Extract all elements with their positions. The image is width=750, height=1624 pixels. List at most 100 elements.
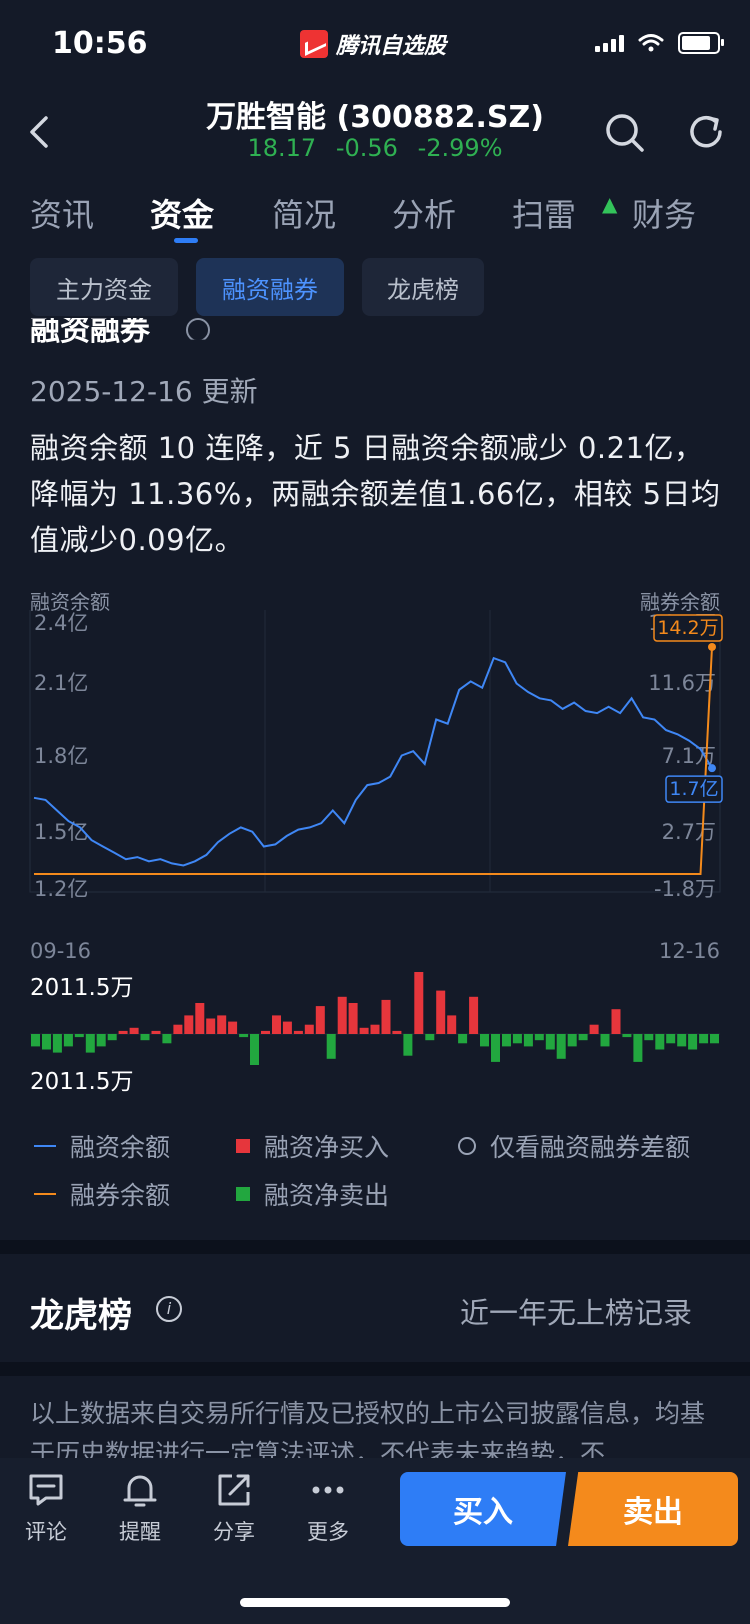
more-icon — [312, 1486, 344, 1494]
left-tick-label: 1.2亿 — [34, 877, 88, 901]
net-buy-bar — [359, 1027, 369, 1034]
status-icons — [595, 32, 724, 54]
left-tick-label: 2.1亿 — [34, 671, 88, 695]
right-axis-title: 融券余额 — [640, 590, 720, 614]
stock-title: 万胜智能 (300882.SZ) — [206, 100, 544, 135]
home-indicator — [240, 1598, 510, 1607]
net-sell-bar — [96, 1034, 106, 1047]
net-buy-bar — [293, 1030, 303, 1034]
series-line-margin-balance — [33, 656, 713, 867]
tab-funds[interactable]: 资金 — [150, 196, 215, 234]
net-buy-bar — [304, 1024, 314, 1034]
right-tick-label: 2.7万 — [662, 820, 716, 844]
dragon-tiger-status: 近一年无上榜记录 — [459, 1296, 692, 1330]
net-sell-bar — [677, 1034, 687, 1047]
x-tick-start: 09-16 — [30, 939, 91, 963]
x-tick-end: 12-16 — [659, 939, 720, 963]
subtab-dragon-tiger[interactable]: 龙虎榜 — [362, 258, 484, 316]
subtab-margin-trading[interactable]: 融资融券 — [196, 258, 344, 316]
margin-summary: 融资余额 10 连降，近 5 日融资余额减少 0.21亿，降幅为 11.36%，… — [30, 431, 721, 557]
legend-square-icon — [236, 1187, 250, 1201]
net-flow-top-label: 2011.5万 — [30, 975, 134, 1001]
info-icon[interactable] — [186, 318, 210, 340]
legend-diff-only-toggle[interactable]: 仅看融资融券差额 — [458, 1128, 690, 1164]
left-axis-title: 融资余额 — [30, 590, 110, 614]
net-sell-bar — [140, 1034, 150, 1041]
section-divider — [0, 1362, 750, 1376]
net-sell-bar — [480, 1034, 489, 1047]
legend-short-balance: 融券余额 — [34, 1176, 170, 1212]
alert-label: 提醒 — [119, 1520, 161, 1544]
net-sell-bar — [425, 1034, 435, 1041]
section-divider — [0, 1240, 750, 1254]
search-icon[interactable] — [602, 110, 646, 154]
more-button[interactable]: 更多 — [292, 1470, 364, 1546]
net-sell-bar — [567, 1034, 577, 1047]
net-sell-bar — [556, 1034, 566, 1059]
net-buy-bar — [611, 1009, 621, 1034]
status-time: 10:56 — [52, 26, 148, 61]
net-sell-bar — [326, 1034, 336, 1059]
net-sell-bar — [74, 1034, 84, 1038]
refresh-icon[interactable] — [684, 110, 728, 154]
chart-frame — [29, 610, 721, 893]
legend-label: 仅看融资融券差额 — [490, 1133, 691, 1162]
net-buy-bar — [447, 1015, 457, 1034]
sell-button[interactable]: 卖出 — [568, 1472, 738, 1546]
back-icon[interactable] — [20, 112, 60, 152]
net-buy-bar — [315, 1006, 325, 1034]
buy-button[interactable]: 买入 — [400, 1472, 566, 1546]
tab-risk-scan[interactable]: 扫雷 — [512, 196, 577, 234]
net-sell-bar — [42, 1034, 51, 1050]
net-buy-bar — [381, 999, 391, 1034]
net-sell-bar — [31, 1034, 40, 1047]
net-buy-bar — [589, 1024, 599, 1034]
net-buy-bar — [184, 1015, 194, 1034]
app-name-text: 腾讯自选股 — [336, 34, 447, 59]
tab-news[interactable]: 资讯 — [30, 196, 95, 234]
info-icon[interactable]: i — [156, 1296, 182, 1322]
subtab-main-funds[interactable]: 主力资金 — [30, 258, 178, 316]
net-sell-bar — [622, 1034, 632, 1038]
net-sell-bar — [458, 1034, 468, 1044]
share-button[interactable]: 分享 — [198, 1470, 270, 1546]
legend-net-buy: 融资净买入 — [236, 1128, 389, 1164]
margin-balance-end-dot — [708, 764, 716, 773]
tab-finance[interactable]: 财务 — [632, 196, 697, 234]
net-sell-bar — [52, 1034, 62, 1053]
legend-label: 融券余额 — [70, 1181, 171, 1210]
net-sell-bar — [600, 1034, 610, 1047]
alert-button[interactable]: 提醒 — [104, 1470, 176, 1546]
net-sell-bar — [699, 1034, 709, 1044]
left-tick-label: 1.8亿 — [34, 744, 88, 768]
section-title: 融资融券 — [30, 318, 150, 344]
chart-grid — [29, 610, 721, 893]
margin-chart: 2.4亿2.1亿1.8亿1.5亿1.2亿 16.1万11.6万7.1万2.7万-… — [29, 610, 723, 1065]
margin-balance-end-box — [665, 775, 723, 803]
stock-price: 18.17 — [247, 134, 317, 162]
stock-price-row: 18.17 -0.56 -2.99% — [0, 134, 750, 162]
legend-net-sell: 融资净卖出 — [236, 1176, 389, 1212]
update-date: 2025-12-16 更新 — [30, 375, 258, 408]
comment-label: 评论 — [25, 1520, 67, 1544]
net-sell-bar — [107, 1034, 117, 1041]
radio-icon[interactable] — [458, 1137, 476, 1155]
tab-overview[interactable]: 简况 — [272, 196, 337, 234]
net-buy-bar — [129, 1027, 139, 1034]
tab-analysis[interactable]: 分析 — [392, 196, 457, 234]
stock-change-pct: -2.99% — [417, 134, 503, 162]
net-flow-bottom-label: 2011.5万 — [30, 1069, 134, 1095]
net-sell-bar — [666, 1034, 676, 1044]
end-markers: 14.2万 1.7亿 — [653, 614, 723, 803]
share-icon — [218, 1474, 250, 1506]
left-axis-ticks: 2.4亿 2.1亿 1.8亿 1.5亿 1.2亿 — [34, 611, 88, 901]
dragon-tiger-title: 龙虎榜 — [30, 1296, 132, 1336]
comment-button[interactable]: 评论 — [10, 1470, 82, 1546]
legend-label: 融资净买入 — [264, 1133, 390, 1162]
signal-icon — [595, 34, 624, 52]
left-tick-label: 1.5亿 — [34, 820, 88, 844]
battery-icon — [678, 32, 724, 54]
net-sell-bar — [523, 1034, 533, 1047]
net-buy-bar — [261, 1030, 270, 1034]
app-logo-icon — [300, 30, 328, 58]
